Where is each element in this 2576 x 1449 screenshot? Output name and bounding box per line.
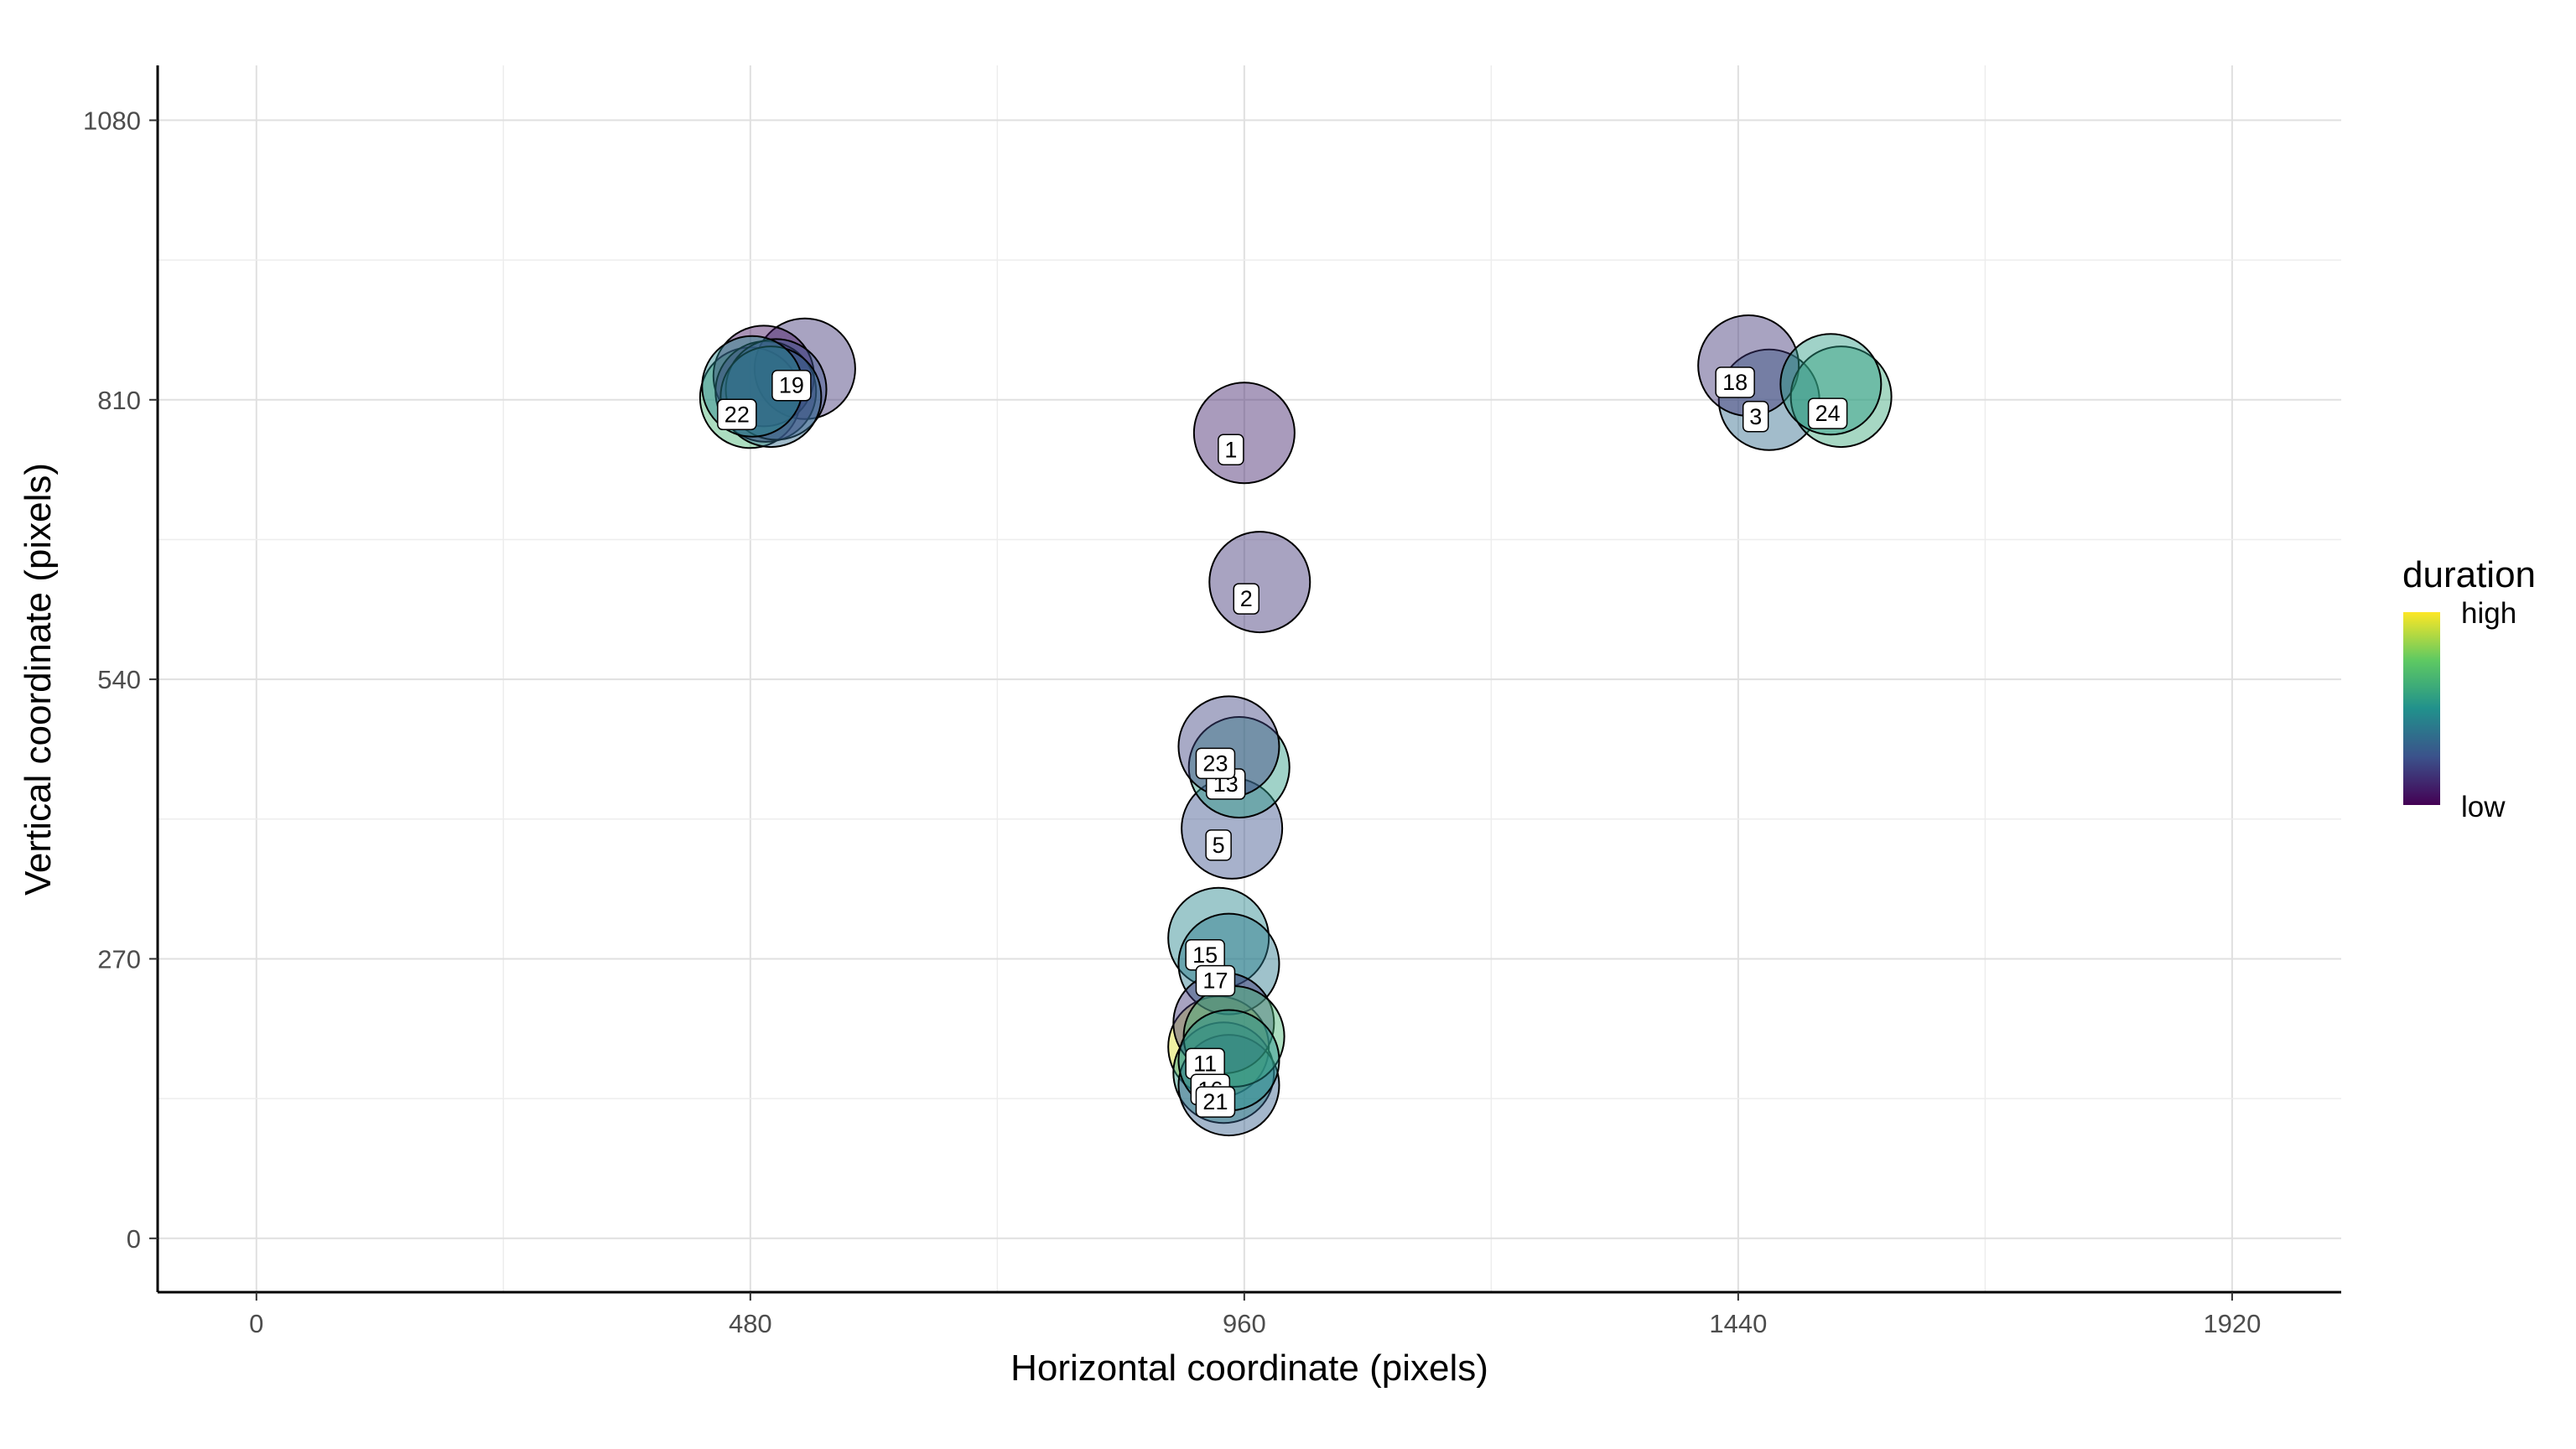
y-tick-label: 0	[127, 1224, 141, 1254]
y-tick-label: 270	[97, 944, 141, 974]
point-label-box	[1807, 397, 1848, 429]
point-label: 21	[1202, 1089, 1228, 1114]
point-label-box	[1205, 829, 1232, 861]
legend-colorbar	[2403, 612, 2440, 805]
x-tick-label: 480	[729, 1309, 772, 1338]
x-tick-label: 960	[1223, 1309, 1266, 1338]
x-tick-label: 1440	[1709, 1309, 1767, 1338]
point-labels: 12351113151617181921222324	[717, 366, 1848, 1118]
point-label: 3	[1749, 404, 1762, 429]
point-label-box	[717, 398, 757, 431]
point-label: 19	[779, 373, 804, 398]
point-label: 2	[1240, 586, 1253, 611]
point-label-box	[1233, 583, 1260, 615]
data-point	[1192, 382, 1296, 485]
x-tick-label: 0	[249, 1309, 263, 1338]
legend: duration high low	[2402, 554, 2536, 823]
point-label-box	[1742, 401, 1769, 433]
axis-ticks: 0 480 960 1440 1920 0 270 540 810 1080	[83, 106, 2261, 1338]
point-label-box	[1715, 366, 1755, 398]
legend-high-label: high	[2461, 597, 2516, 630]
data-point	[1779, 333, 1883, 436]
legend-low-label: low	[2461, 791, 2506, 823]
x-axis-title: Horizontal coordinate (pixels)	[1010, 1348, 1488, 1389]
point-label: 15	[1192, 943, 1218, 968]
point-label: 11	[1193, 1051, 1217, 1076]
point-label-box	[771, 369, 812, 402]
x-tick-label: 1920	[2203, 1309, 2261, 1338]
point-label: 17	[1202, 969, 1228, 994]
legend-title: duration	[2402, 554, 2536, 595]
point-label: 5	[1213, 833, 1225, 858]
point-label-box	[1218, 434, 1244, 466]
y-tick-label: 540	[97, 665, 141, 694]
point-label-box	[1195, 1086, 1236, 1118]
grid-lines	[158, 65, 2341, 1292]
y-tick-label: 810	[97, 386, 141, 415]
point-label-box	[1195, 964, 1236, 997]
point-label: 24	[1815, 401, 1841, 426]
point-label-box	[1195, 747, 1236, 780]
y-tick-label: 1080	[83, 106, 141, 135]
point-label: 23	[1202, 750, 1228, 776]
data-point	[1208, 531, 1311, 634]
y-axis-title: Vertical coordinate (pixels)	[18, 463, 59, 896]
point-label: 22	[724, 402, 750, 427]
point-label: 18	[1722, 370, 1748, 395]
point-label: 1	[1224, 437, 1237, 462]
